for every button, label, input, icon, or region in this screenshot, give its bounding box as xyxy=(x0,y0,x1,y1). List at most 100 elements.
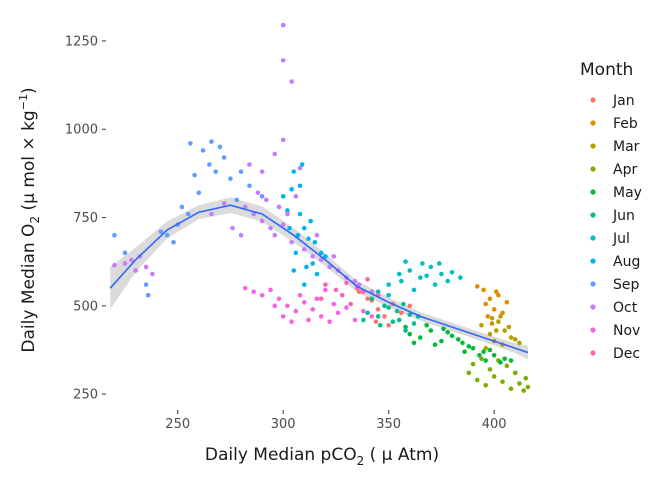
data-point xyxy=(297,183,303,189)
data-point xyxy=(217,144,223,150)
legend-item-jun: Jun xyxy=(590,208,635,224)
series-jul xyxy=(375,259,463,298)
data-point xyxy=(504,299,510,305)
data-point xyxy=(493,289,499,294)
data-point xyxy=(280,22,286,28)
data-point xyxy=(122,261,128,266)
legend-key xyxy=(590,304,596,310)
legend-label: May xyxy=(613,185,642,201)
legend-label: Feb xyxy=(613,116,638,132)
data-point xyxy=(188,141,193,146)
data-point xyxy=(403,328,408,333)
data-point xyxy=(498,360,503,365)
data-point xyxy=(299,162,305,167)
data-point xyxy=(289,239,294,245)
data-point xyxy=(517,340,522,346)
data-point xyxy=(297,211,303,217)
data-point xyxy=(291,169,297,174)
data-point xyxy=(312,239,318,245)
data-point xyxy=(470,361,476,367)
data-point xyxy=(481,349,486,355)
data-point xyxy=(365,296,370,302)
data-point xyxy=(247,162,252,167)
data-point xyxy=(238,169,244,174)
legend-label: Apr xyxy=(613,162,637,178)
data-point xyxy=(508,335,514,340)
legend-item-oct: Oct xyxy=(590,300,638,316)
data-point xyxy=(259,194,265,199)
legend-title: Month xyxy=(580,60,633,80)
data-point xyxy=(411,287,417,293)
data-point xyxy=(287,225,292,231)
data-point xyxy=(280,58,286,63)
data-point xyxy=(487,331,493,337)
data-point xyxy=(327,319,332,325)
data-point xyxy=(411,321,417,326)
y-axis: 250 500 750 1000 1250 xyxy=(65,34,106,403)
legend-key xyxy=(590,97,596,103)
data-point xyxy=(289,186,294,192)
data-point xyxy=(455,337,461,342)
data-point xyxy=(200,148,206,153)
data-point xyxy=(386,282,391,287)
data-point xyxy=(164,232,170,238)
data-point xyxy=(310,254,316,259)
data-point xyxy=(335,310,341,316)
data-point xyxy=(301,282,307,287)
data-point xyxy=(525,384,531,390)
legend-label: Oct xyxy=(613,300,638,316)
data-point xyxy=(375,307,381,312)
legend-label: Dec xyxy=(613,346,640,362)
data-point xyxy=(449,269,455,275)
legend-label: Jan xyxy=(612,93,635,109)
data-point xyxy=(517,381,522,386)
data-point xyxy=(255,190,261,196)
legend-item-jul: Jul xyxy=(590,231,630,247)
x-axis-title: Daily Median pCO2 ( μ Atm) xyxy=(205,445,439,468)
data-point xyxy=(143,264,149,270)
data-point xyxy=(234,197,240,203)
data-point xyxy=(361,308,366,314)
data-point xyxy=(323,254,328,259)
data-point xyxy=(280,137,286,143)
data-point xyxy=(386,322,391,328)
data-point xyxy=(439,338,444,344)
data-point xyxy=(112,262,117,268)
legend-item-mar: Mar xyxy=(590,139,640,155)
data-point xyxy=(399,278,404,284)
data-point xyxy=(295,232,301,238)
data-point xyxy=(272,151,278,157)
legend-key xyxy=(590,120,596,126)
data-point xyxy=(375,289,381,294)
series-apr xyxy=(466,356,531,393)
data-point xyxy=(403,324,408,330)
data-point xyxy=(308,218,313,224)
data-point xyxy=(487,347,493,353)
legend-item-dec: Dec xyxy=(590,346,640,362)
data-point xyxy=(479,322,484,328)
data-point xyxy=(171,239,176,245)
data-point xyxy=(496,319,501,325)
data-point xyxy=(314,271,320,277)
data-point xyxy=(192,172,197,178)
data-point xyxy=(418,275,423,280)
data-point xyxy=(238,232,244,238)
data-point xyxy=(500,310,505,316)
data-point xyxy=(251,211,256,217)
legend-key xyxy=(590,212,596,218)
legend-key xyxy=(590,143,596,149)
data-point xyxy=(474,284,480,289)
legend-item-may: May xyxy=(590,185,642,201)
data-point xyxy=(314,296,320,302)
data-point xyxy=(314,232,320,238)
data-point xyxy=(230,225,235,231)
data-point xyxy=(390,319,396,325)
data-point xyxy=(365,277,370,282)
data-point xyxy=(436,261,442,266)
legend-key xyxy=(590,350,596,356)
data-point xyxy=(196,190,202,196)
data-point xyxy=(512,370,518,376)
legend-label: Sep xyxy=(613,277,640,293)
data-point xyxy=(477,352,482,358)
data-point xyxy=(209,211,214,217)
